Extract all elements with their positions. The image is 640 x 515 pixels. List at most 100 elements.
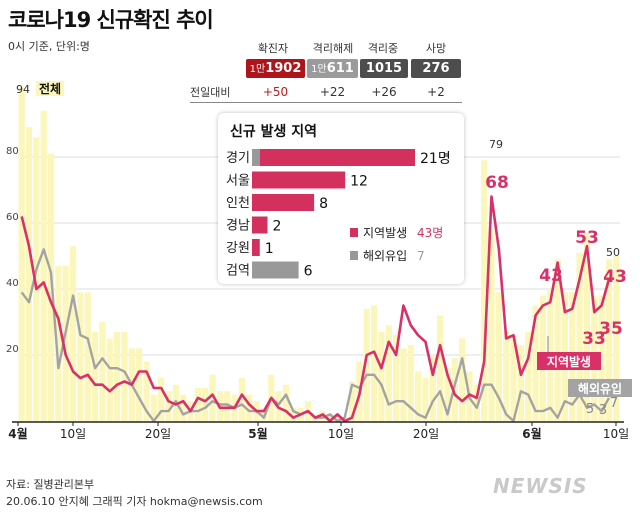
total-bar xyxy=(517,345,524,421)
inset-legend-label: 지역발생 xyxy=(363,226,407,240)
inset-legend-swatch xyxy=(350,228,358,237)
local-peak-label: 68 xyxy=(485,173,509,193)
total-bar xyxy=(150,394,157,421)
total-bar xyxy=(363,308,370,421)
region-value-label: 6 xyxy=(304,264,313,280)
page-title: 코로나19 신규확진 추이 xyxy=(8,8,214,32)
stat-released: 1만611 xyxy=(307,59,358,78)
region-value-label: 21명 xyxy=(420,151,451,167)
region-label: 경남 xyxy=(226,219,250,234)
x-tick-label: 6월 xyxy=(522,426,541,441)
total-bar xyxy=(348,381,356,421)
diff-deaths: +2 xyxy=(427,85,445,99)
total-bar xyxy=(495,292,502,421)
total-bar xyxy=(400,348,407,421)
trend-chart: 20 40 60 80 4월 10일 20일 5월 10일 20일 6월 10일 94 전체 79 50 6… xyxy=(6,81,632,441)
source-note: 자료: 질병관리본부 xyxy=(6,478,95,491)
legend-total-label: 전체 xyxy=(39,81,61,96)
stat-label-released: 격리해제 xyxy=(312,42,354,55)
legend-local-label: 지역발생 xyxy=(547,354,591,369)
total-bar xyxy=(444,368,451,421)
unit-note: 0시 기준, 단위:명 xyxy=(8,40,90,53)
total-bar xyxy=(481,160,488,422)
total-bar xyxy=(290,407,297,421)
stat-label-confirmed: 확진자 xyxy=(257,42,289,55)
axis-ticks: 4월 10일 20일 5월 10일 20일 6월 10일 xyxy=(8,421,629,441)
region-value-label: 8 xyxy=(319,196,328,212)
total-bar xyxy=(282,384,290,421)
x-tick-label: 4월 xyxy=(8,426,27,441)
total-bar xyxy=(18,87,25,421)
x-tick-label: 10일 xyxy=(60,427,86,441)
total-bar xyxy=(459,338,466,421)
region-value-label: 2 xyxy=(273,219,282,235)
total-bar xyxy=(422,378,429,421)
region-bar xyxy=(259,149,415,166)
region-label: 인천 xyxy=(226,196,250,211)
stat-label-isolated: 격리중 xyxy=(367,42,399,55)
total-bar xyxy=(488,229,495,421)
total-bar xyxy=(583,232,591,421)
region-panel-title: 신규 발생 지역 xyxy=(230,124,318,140)
diff-underline xyxy=(190,102,462,103)
y-tick-label: 80 xyxy=(6,146,19,157)
total-bar xyxy=(92,331,99,421)
region-bar-imported xyxy=(252,149,260,166)
inset-legend-value: 7 xyxy=(417,249,425,263)
stat-label-deaths: 사망 xyxy=(425,42,447,55)
x-tick-label: 20일 xyxy=(413,427,439,441)
series-lines xyxy=(20,195,611,423)
x-tick-label: 10일 xyxy=(328,427,354,441)
y-tick-label: 20 xyxy=(6,344,19,355)
region-label: 강원 xyxy=(226,241,250,256)
total-bar xyxy=(158,378,165,421)
region-label: 경기 xyxy=(226,151,250,166)
total-bar xyxy=(503,331,510,421)
diff-confirmed: +50 xyxy=(262,85,289,99)
total-bar xyxy=(437,315,444,421)
total-bar xyxy=(106,338,113,421)
total-bar xyxy=(165,391,172,421)
total-bar xyxy=(33,137,40,421)
total-bar xyxy=(25,127,33,422)
total-bar xyxy=(143,361,150,421)
total-peak-label: 94 xyxy=(16,83,30,96)
total-bar xyxy=(429,355,436,421)
x-tick-label: 5월 xyxy=(248,426,267,441)
total-bar xyxy=(77,292,84,421)
total-bar xyxy=(576,252,583,421)
total-bar xyxy=(407,345,414,421)
total-bar xyxy=(238,378,245,421)
local-43a-label: 43 xyxy=(539,266,563,286)
total-bar xyxy=(69,246,77,421)
total-mid-label: 79 xyxy=(489,138,503,151)
x-tick-label: 10일 xyxy=(603,427,629,441)
total-bar xyxy=(224,391,231,421)
legend-total-box xyxy=(36,81,64,96)
total-bar xyxy=(370,305,378,421)
local-53-label: 53 xyxy=(575,228,599,248)
local-33-label: 33 xyxy=(582,329,606,349)
total-bar xyxy=(62,265,69,421)
legend-local-box xyxy=(537,352,601,370)
region-bar xyxy=(252,194,315,211)
total-bar xyxy=(613,256,620,421)
total-bar xyxy=(415,371,422,421)
total-bar xyxy=(532,305,539,421)
total-bar xyxy=(378,331,385,421)
import-5-label: 5 xyxy=(586,402,594,417)
total-bar xyxy=(121,331,128,421)
diff-released: +22 xyxy=(319,85,346,99)
total-bar xyxy=(55,265,62,421)
total-bar xyxy=(554,259,561,421)
total-bar xyxy=(114,331,121,421)
region-value-label: 12 xyxy=(350,174,368,190)
region-bar xyxy=(252,216,268,234)
total-bar xyxy=(605,259,613,421)
total-bar xyxy=(136,348,143,421)
stat-deaths: 276 xyxy=(411,59,461,78)
total-last-label: 50 xyxy=(606,246,620,259)
total-bar xyxy=(525,331,532,421)
region-bar xyxy=(252,239,260,256)
